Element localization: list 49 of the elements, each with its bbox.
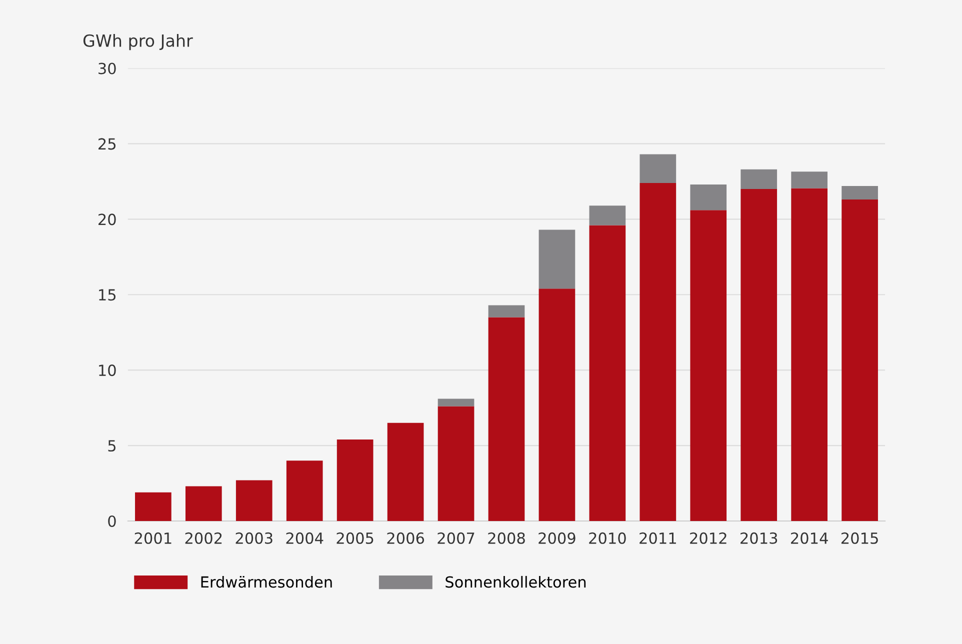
x-tick-label: 2007 — [438, 532, 474, 544]
bar — [236, 480, 272, 521]
x-tick-label: 2010 — [589, 532, 626, 544]
bar — [538, 230, 576, 289]
bar — [488, 305, 525, 318]
legend-label: Sonnenkollektoren — [446, 576, 586, 588]
y-tick-label: 0 — [108, 515, 116, 528]
bar — [791, 172, 828, 188]
x-tick-label: 2014 — [791, 532, 828, 544]
bar — [387, 422, 424, 521]
bar — [286, 460, 323, 521]
y-tick-label: 10 — [99, 364, 116, 376]
bar — [438, 406, 474, 521]
y-tick-label: 15 — [99, 289, 116, 301]
x-tick-label: 2009 — [538, 532, 576, 544]
x-tick-label: 2015 — [841, 532, 878, 544]
bar — [438, 398, 474, 406]
y-axis-title: GWh pro Jahr — [83, 34, 193, 50]
bar — [791, 188, 828, 521]
x-tick-label: 2012 — [690, 532, 726, 544]
bar — [336, 440, 374, 521]
bar — [842, 200, 878, 521]
bar — [690, 184, 727, 210]
x-tick-label: 2011 — [640, 532, 676, 544]
bar — [740, 188, 778, 521]
bar — [640, 154, 676, 183]
bar — [589, 206, 626, 226]
x-tick-label: 2013 — [740, 532, 778, 544]
y-tick-label: 25 — [98, 138, 116, 150]
bar — [740, 169, 778, 189]
bar — [488, 317, 525, 521]
bar — [135, 492, 172, 521]
x-tick-label: 2005 — [336, 532, 374, 544]
x-tick-label: 2002 — [185, 532, 222, 544]
y-tick-label: 20 — [98, 214, 116, 226]
x-tick-label: 2006 — [387, 532, 424, 544]
bar — [842, 186, 878, 200]
x-tick-label: 2001 — [134, 532, 172, 544]
x-tick-label: 2008 — [488, 532, 525, 544]
bar — [690, 210, 727, 521]
bar — [185, 486, 222, 521]
y-tick-label: 5 — [108, 440, 116, 452]
x-tick-label: 2004 — [286, 532, 324, 544]
x-tick-label: 2003 — [236, 532, 272, 544]
bar — [589, 225, 626, 521]
bar — [538, 288, 576, 521]
y-tick-label: 30 — [98, 62, 116, 74]
legend-label: Erdwärmesonden — [201, 576, 332, 588]
bar — [640, 182, 676, 521]
